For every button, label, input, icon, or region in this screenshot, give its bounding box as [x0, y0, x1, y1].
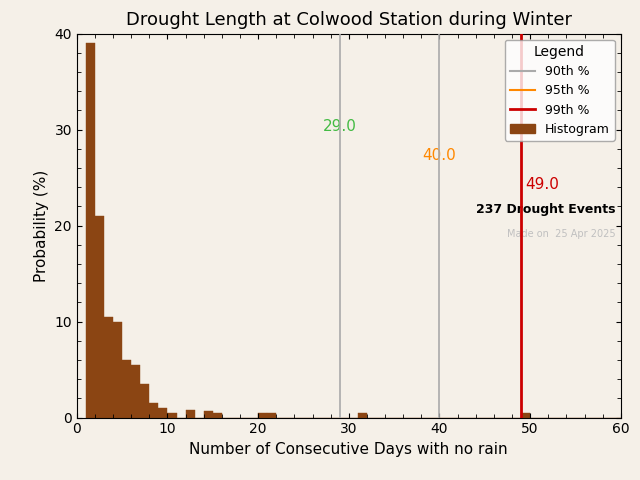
Bar [149, 403, 158, 418]
Legend: 90th %, 95th %, 99th %, Histogram: 90th %, 95th %, 99th %, Histogram [505, 40, 614, 141]
Text: 29.0: 29.0 [323, 120, 356, 134]
Bar [140, 384, 149, 418]
Text: 237 Drought Events: 237 Drought Events [476, 203, 615, 216]
Title: Drought Length at Colwood Station during Winter: Drought Length at Colwood Station during… [126, 11, 572, 29]
Bar [104, 317, 113, 418]
Bar [113, 322, 122, 418]
Bar [168, 413, 177, 418]
Bar [186, 410, 195, 418]
Bar [158, 408, 168, 418]
Bar [122, 360, 131, 418]
Bar [521, 413, 530, 418]
Bar [212, 413, 222, 418]
Text: 49.0: 49.0 [525, 177, 559, 192]
Bar [131, 365, 140, 418]
Bar [95, 216, 104, 418]
Bar [358, 413, 367, 418]
X-axis label: Number of Consecutive Days with no rain: Number of Consecutive Days with no rain [189, 442, 508, 457]
Y-axis label: Probability (%): Probability (%) [34, 169, 49, 282]
Bar [86, 43, 95, 418]
Text: 40.0: 40.0 [422, 148, 456, 163]
Bar [258, 413, 268, 418]
Text: Made on  25 Apr 2025: Made on 25 Apr 2025 [507, 229, 615, 240]
Bar [268, 413, 276, 418]
Bar [204, 411, 212, 418]
